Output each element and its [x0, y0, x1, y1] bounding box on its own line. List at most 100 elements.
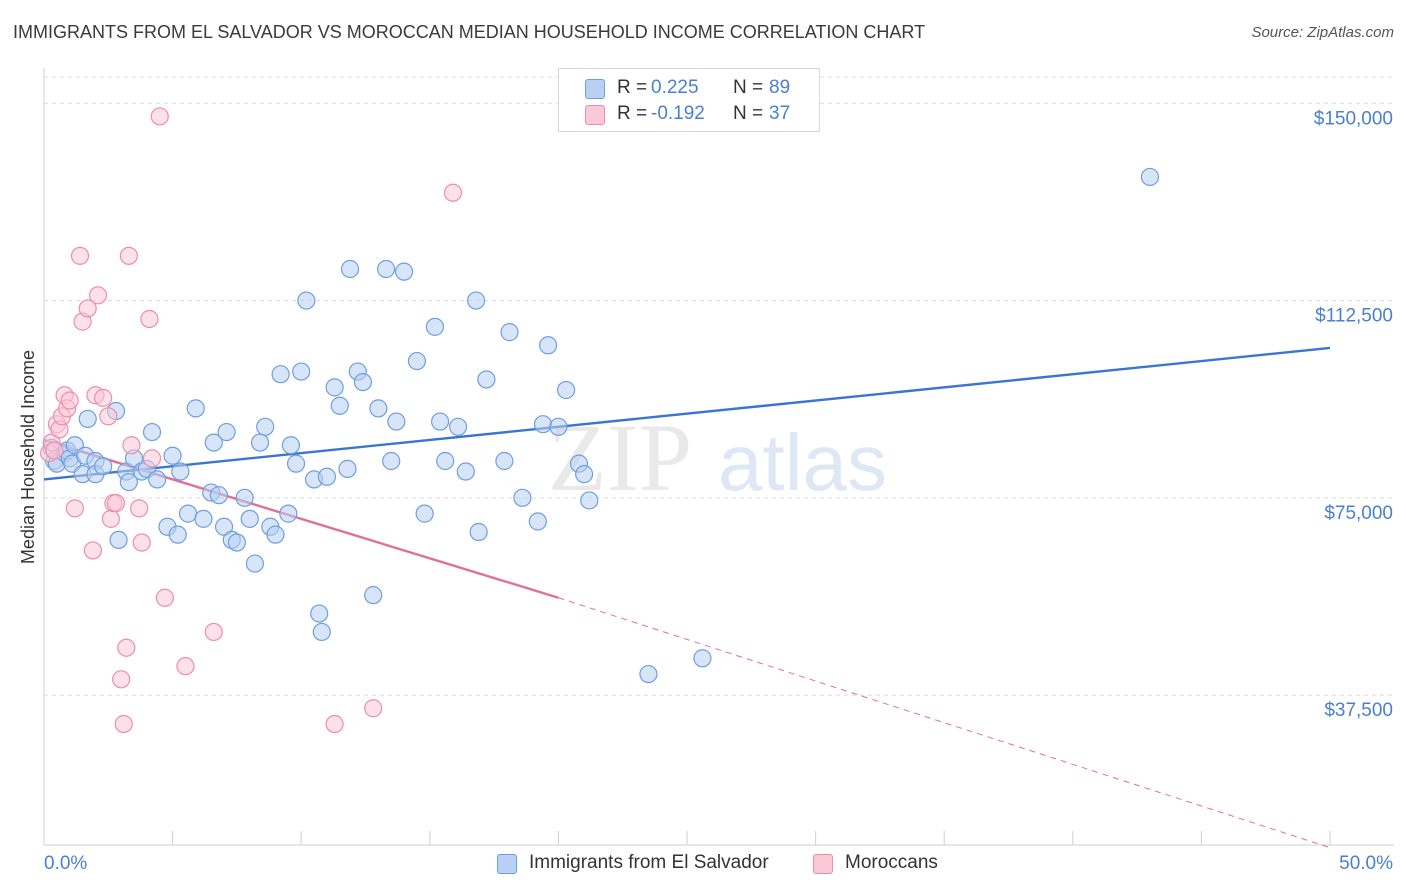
data-point-el-salvador [297, 291, 316, 310]
data-point-el-salvador [281, 436, 301, 455]
data-point-el-salvador [256, 417, 275, 436]
data-point-el-salvador [448, 417, 468, 436]
data-point-el-salvador [387, 412, 406, 431]
data-point-el-salvador [240, 509, 259, 528]
data-point-el-salvador [217, 422, 236, 442]
legend-label-el-salvador: Immigrants from El Salvador [529, 852, 769, 873]
data-point-el-salvador [353, 372, 373, 392]
data-point-el-salvador [148, 470, 167, 489]
chart-source: Source: ZipAtlas.com [1251, 24, 1394, 41]
data-point-moroccans [101, 509, 120, 528]
watermark-atlas: atlas [718, 418, 887, 507]
data-point-el-salvador [580, 491, 599, 510]
data-point-moroccans [83, 541, 102, 560]
data-point-el-salvador [204, 433, 223, 452]
data-point-moroccans [122, 436, 141, 455]
data-point-moroccans [130, 499, 149, 518]
data-point-el-salvador [186, 399, 205, 418]
data-point-el-salvador [575, 465, 594, 484]
data-point-el-salvador [245, 554, 265, 573]
watermark-zip: ZIP [548, 404, 692, 511]
data-point-el-salvador [557, 380, 576, 400]
data-point-el-salvador [78, 409, 97, 429]
data-point-moroccans [364, 699, 383, 718]
data-point-moroccans [140, 309, 159, 329]
data-point-moroccans [117, 638, 136, 657]
data-point-el-salvador [495, 451, 514, 471]
data-point-el-salvador [340, 259, 360, 279]
data-point-el-salvador [325, 378, 344, 397]
data-point-el-salvador [425, 317, 445, 336]
data-point-el-salvador [369, 399, 388, 418]
data-point-el-salvador [338, 459, 357, 478]
data-point-el-salvador [317, 467, 337, 486]
data-point-moroccans [119, 246, 138, 265]
n-value: 89 [769, 77, 791, 98]
data-point-el-salvador [209, 486, 228, 505]
data-point-moroccans [94, 388, 113, 407]
trend-line-moroccans-extension [558, 597, 1331, 849]
r-label: R = [617, 103, 648, 124]
data-point-moroccans [114, 714, 133, 734]
stats-legend: R = 0.225 N = 89 R = -0.192 N = 37 [558, 68, 820, 132]
data-point-el-salvador [376, 259, 396, 279]
data-point-el-salvador [407, 351, 427, 371]
trend-line-el-salvador [43, 346, 1331, 481]
data-point-el-salvador [235, 488, 254, 507]
data-point-moroccans [60, 391, 79, 410]
swatch-el-salvador [585, 79, 605, 99]
legend-swatch-moroccans [813, 854, 833, 874]
data-point-el-salvador [639, 664, 658, 684]
data-point-el-salvador [292, 362, 311, 381]
data-point-el-salvador [178, 504, 198, 523]
n-value: 37 [769, 103, 791, 124]
data-point-el-salvador [477, 370, 496, 389]
y-axis-label: Median Household Income [18, 350, 38, 564]
data-point-el-salvador [286, 454, 306, 473]
data-point-moroccans [443, 183, 463, 202]
data-point-moroccans [176, 657, 195, 676]
tick-labels: $37,500 $75,000 $112,500 $150,000 0.0% 50.0% [44, 108, 1393, 874]
data-point-moroccans [106, 493, 126, 513]
chart-title: IMMIGRANTS FROM EL SALVADOR VS MOROCCAN … [13, 22, 926, 42]
data-point-moroccans [132, 533, 151, 552]
data-point-el-salvador [250, 433, 270, 452]
watermark: ZIP atlas [548, 404, 887, 511]
data-point-el-salvador [693, 649, 712, 668]
legend-swatch-el-salvador [497, 854, 517, 874]
data-point-el-salvador [513, 488, 532, 507]
r-label: R = [617, 77, 648, 98]
data-point-el-salvador [382, 451, 401, 471]
swatch-moroccans [585, 105, 605, 125]
data-point-el-salvador [266, 525, 285, 544]
n-label: N = [733, 103, 764, 124]
data-point-el-salvador [142, 422, 162, 442]
data-point-el-salvador [469, 522, 488, 542]
data-point-el-salvador [466, 291, 486, 310]
data-point-moroccans [99, 407, 118, 426]
data-point-el-salvador [279, 504, 298, 523]
grid-lines [44, 76, 1394, 696]
data-point-el-salvador [533, 415, 553, 434]
data-points [40, 107, 1160, 734]
r-value: 0.225 [651, 77, 699, 98]
data-point-el-salvador [528, 512, 547, 531]
x-tick-label: 50.0% [1339, 853, 1393, 874]
data-point-moroccans [88, 286, 108, 305]
y-tick-label: $150,000 [1314, 108, 1393, 129]
data-point-el-salvador [94, 457, 113, 476]
x-tick-label: 0.0% [44, 853, 87, 874]
data-point-moroccans [325, 714, 344, 734]
data-point-el-salvador [194, 509, 213, 528]
data-point-el-salvador [539, 336, 558, 355]
data-point-el-salvador [1140, 167, 1160, 187]
data-point-moroccans [78, 299, 97, 318]
data-point-el-salvador [456, 462, 475, 481]
data-point-moroccans [204, 622, 223, 642]
y-tick-label: $112,500 [1315, 306, 1393, 327]
data-point-el-salvador [171, 462, 190, 481]
y-tick-label: $37,500 [1324, 700, 1393, 721]
data-point-el-salvador [163, 446, 182, 465]
data-point-el-salvador [430, 412, 450, 431]
